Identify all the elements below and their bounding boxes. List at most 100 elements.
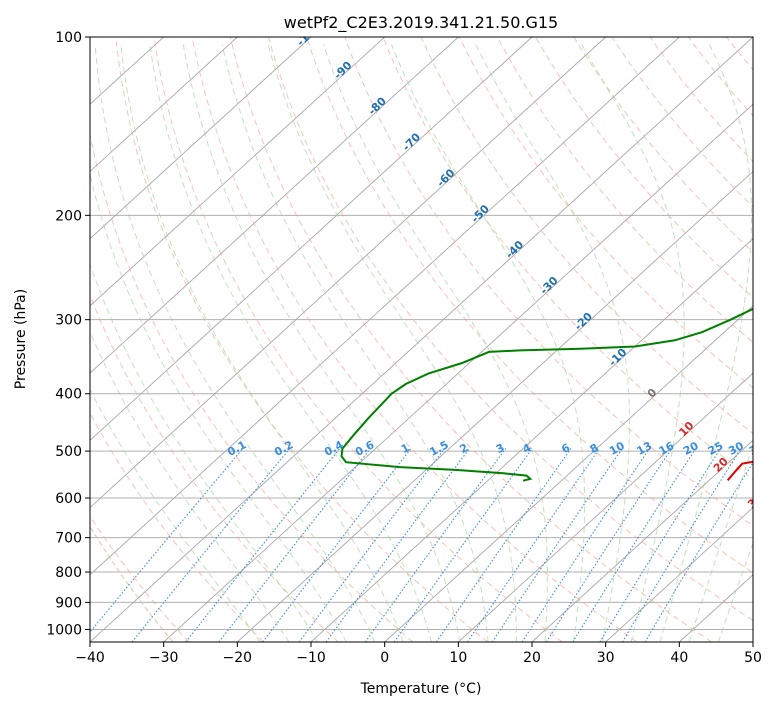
- y-tick-label: 1000: [46, 622, 82, 638]
- dry-adiabat: [458, 37, 753, 389]
- isotherm-line: [90, 37, 606, 509]
- mixing-ratio-line: [364, 448, 507, 642]
- dry-adiabat: [687, 37, 753, 117]
- temperature-line: [726, 460, 753, 481]
- isotherm-line: [531, 439, 753, 642]
- y-tick-label: 800: [55, 565, 82, 581]
- dry-adiabat: [229, 37, 712, 642]
- dry-adiabat: [611, 37, 753, 208]
- isotherm-line: [90, 37, 459, 374]
- x-tick-label: 0: [380, 650, 389, 666]
- mixing-ratio-line: [599, 448, 721, 642]
- moist-adiabat: [90, 330, 290, 642]
- dry-adiabat: [268, 37, 753, 622]
- moist-adiabat: [581, 44, 685, 642]
- y-tick-label: 600: [55, 491, 82, 507]
- background-reference-lines: [90, 37, 753, 642]
- mixing-ratio-label: 0.1: [225, 438, 248, 459]
- isotherm-label: -90: [331, 59, 354, 82]
- mixing-ratio-line: [131, 448, 291, 642]
- dry-adiabat: [344, 37, 753, 527]
- x-tick-label: −30: [149, 650, 179, 666]
- isotherm-label: -40: [503, 238, 526, 261]
- mixing-ratio-label: 1.5: [427, 438, 450, 459]
- y-tick-label: 500: [55, 444, 82, 460]
- isotherm-label: -80: [366, 94, 389, 117]
- dry-adiabat: [496, 37, 753, 344]
- mixing-ratio-label: 20: [681, 439, 701, 458]
- moist-adiabat: [90, 171, 347, 642]
- y-axis-label: Pressure (hPa): [13, 289, 29, 389]
- y-tick-label: 100: [55, 30, 82, 46]
- isotherm-line: [90, 37, 680, 576]
- isotherm-line: [163, 103, 753, 642]
- moist-adiabat: [120, 44, 404, 642]
- dry-adiabat: [90, 293, 339, 642]
- isotherm-line: [237, 170, 753, 642]
- moist-adiabat: [475, 44, 630, 642]
- mixing-ratio-line: [644, 461, 753, 642]
- mixing-ratio-line: [325, 448, 470, 642]
- mixing-ratio-line: [262, 448, 412, 642]
- moist-adiabat: [659, 44, 752, 642]
- dry-adiabat: [726, 37, 753, 71]
- x-tick-label: 50: [744, 650, 762, 666]
- y-tick-label: 900: [55, 595, 82, 611]
- mixing-ratio-label: 36: [747, 439, 767, 458]
- isotherm-label: 10: [676, 419, 696, 439]
- isotherm-line: [90, 37, 533, 441]
- mixing-ratio-label: 25: [706, 439, 726, 458]
- dry-adiabat: [649, 37, 753, 163]
- isotherm-line: [605, 506, 753, 642]
- moist-adiabat: [94, 44, 376, 642]
- y-tick-label: 200: [55, 208, 82, 224]
- isotherm-label: -50: [469, 202, 492, 225]
- mixing-ratio-line: [621, 448, 742, 642]
- mixing-ratio-line: [218, 448, 371, 642]
- isotherm-label: -10: [606, 345, 629, 368]
- x-tick-label: 30: [597, 650, 615, 666]
- plot-frame: [89, 36, 754, 643]
- moist-adiabat: [267, 44, 517, 642]
- isotherm-line: [752, 641, 753, 642]
- moist-adiabat: [90, 388, 261, 642]
- mixing-ratio-line: [521, 448, 650, 642]
- mixing-ratio-line: [572, 448, 697, 642]
- mixing-ratio-label: 3: [494, 441, 507, 456]
- mixing-ratio-line: [298, 448, 446, 642]
- isotherm-label: 30: [745, 491, 765, 511]
- moist-adiabat: [221, 44, 489, 642]
- moist-adiabat: [688, 442, 753, 642]
- moist-adiabat: [717, 541, 753, 642]
- mixing-ratio-label: 2: [458, 441, 471, 456]
- isotherm-line: [90, 37, 385, 307]
- dry-adiabat: [420, 37, 753, 435]
- moist-adiabat: [182, 44, 461, 642]
- mixing-ratio-line: [435, 448, 572, 642]
- isotherm-line: [310, 238, 753, 642]
- isotherm-line: [90, 37, 312, 240]
- mixing-ratio-label: 10: [607, 439, 627, 458]
- mixing-ratio-label: 0.2: [272, 438, 295, 459]
- moist-adiabat: [149, 44, 432, 642]
- x-tick-label: −10: [296, 650, 326, 666]
- mixing-ratio-line: [467, 448, 600, 642]
- y-tick-label: 700: [55, 531, 82, 547]
- mixing-ratio-line: [491, 448, 623, 642]
- x-axis: −40 −30 −20 −10 0 10 20 30 40 50: [75, 642, 762, 666]
- mixing-ratio-label: 1: [399, 441, 412, 456]
- x-tick-label: 10: [449, 650, 467, 666]
- x-tick-label: −20: [223, 650, 253, 666]
- mixing-ratio-line: [185, 448, 341, 642]
- dry-adiabat: [191, 37, 638, 642]
- dry-adiabat: [90, 412, 264, 642]
- isotherm-label: -100: [294, 20, 323, 49]
- mixing-ratio-label: 16: [657, 439, 677, 458]
- dry-adiabat: [115, 37, 488, 642]
- moist-adiabat: [323, 44, 548, 642]
- mixing-ratio-line: [393, 448, 533, 642]
- isotherm-line: [90, 37, 753, 642]
- mixing-ratio-label: 13: [635, 439, 655, 458]
- dry-adiabat: [153, 37, 563, 642]
